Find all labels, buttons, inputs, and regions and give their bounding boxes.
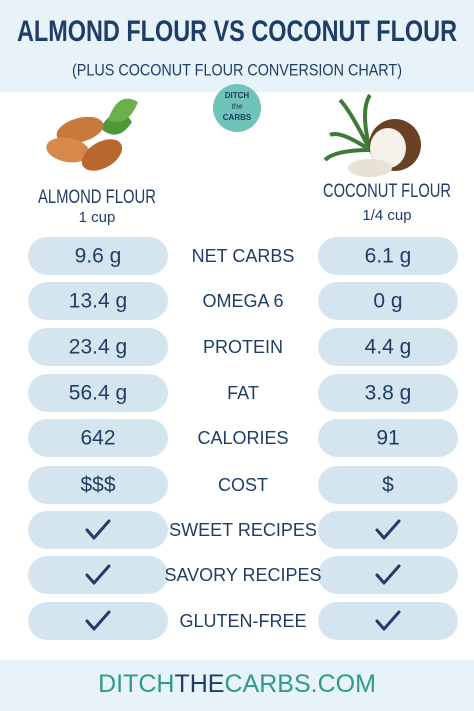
value-text: 0 g — [373, 290, 402, 313]
value-pill — [28, 466, 168, 504]
footer-part: THE — [174, 670, 224, 698]
value-text: $ — [382, 474, 394, 497]
value-text: 9.6 g — [75, 245, 122, 268]
footer-part: CARBS.COM — [224, 670, 375, 698]
check-icon — [375, 564, 401, 585]
check-icon — [85, 610, 111, 631]
check-icon — [375, 519, 401, 540]
value-pill — [318, 419, 458, 457]
subtitle: (PLUS COCONUT FLOUR CONVERSION CHART) — [72, 60, 402, 79]
value-text: $$$ — [80, 474, 115, 497]
value-text: 56.4 g — [69, 382, 127, 405]
value-pill — [28, 602, 168, 640]
logo-text: CARBS — [223, 113, 252, 122]
value-pill — [318, 328, 458, 366]
value-pill — [28, 556, 168, 594]
logo: DITCH the CARBS — [213, 84, 261, 132]
row-label: OMEGA 6 — [202, 291, 283, 311]
value-text: 6.1 g — [365, 245, 412, 268]
check-icon — [85, 519, 111, 540]
value-pill — [318, 237, 458, 275]
value-text: 3.8 g — [365, 382, 412, 405]
coconut-image — [323, 93, 421, 177]
value-text: 4.4 g — [365, 336, 412, 359]
value-pill — [28, 328, 168, 366]
value-pill — [318, 374, 458, 412]
value-text: 23.4 g — [69, 336, 127, 359]
value-pill — [28, 511, 168, 549]
footer-band — [0, 660, 474, 711]
almond-image — [46, 98, 138, 171]
value-text: 91 — [376, 427, 399, 450]
rows: 9.6 g 6.1 g NET CARBS 13.4 g 0 g OMEGA 6 23.4 … — [28, 237, 458, 640]
column-name: ALMOND FLOUR — [38, 187, 156, 208]
column-amount: 1/4 cup — [362, 207, 411, 224]
logo-text: the — [231, 102, 243, 111]
footer-url: DITCHTHECARBS.COM — [98, 670, 376, 698]
check-icon — [375, 610, 401, 631]
row-label: FAT — [227, 383, 259, 403]
logo-text: DITCH — [225, 91, 250, 100]
row-label: SAVORY RECIPES — [164, 565, 321, 585]
header-band — [0, 0, 474, 92]
value-pill — [28, 282, 168, 320]
value-pill — [28, 374, 168, 412]
check-icon — [85, 564, 111, 585]
value-pill — [318, 602, 458, 640]
row-label: NET CARBS — [192, 246, 295, 266]
value-pill — [28, 419, 168, 457]
value-pill — [318, 466, 458, 504]
row-label: CALORIES — [197, 428, 288, 448]
value-pill — [318, 282, 458, 320]
value-pill — [28, 237, 168, 275]
row-label: PROTEIN — [203, 337, 283, 357]
row-label: COST — [218, 475, 268, 495]
row-label: SWEET RECIPES — [169, 520, 317, 540]
column-amount: 1 cup — [79, 209, 116, 226]
value-text: 642 — [80, 427, 115, 450]
column-name: COCONUT FLOUR — [323, 181, 451, 202]
value-text: 13.4 g — [69, 290, 127, 313]
title: ALMOND FLOUR VS COCONUT FLOUR — [17, 15, 457, 48]
footer-part: DITCH — [98, 670, 174, 698]
value-pill — [318, 511, 458, 549]
value-pill — [318, 556, 458, 594]
row-label: GLUTEN-FREE — [179, 611, 306, 631]
